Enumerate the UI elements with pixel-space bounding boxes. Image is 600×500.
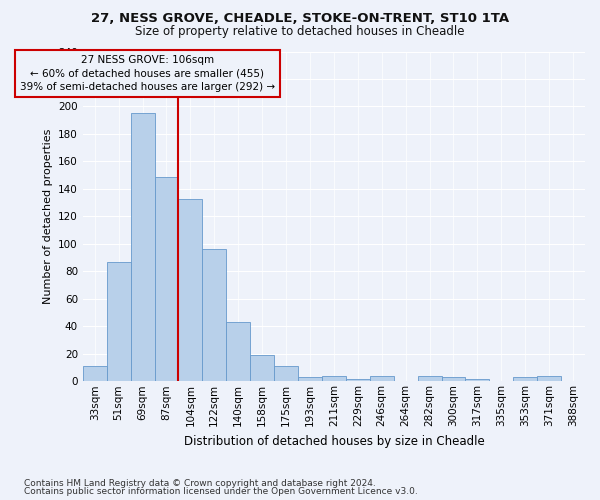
Bar [178, 198, 202, 382]
Text: Size of property relative to detached houses in Cheadle: Size of property relative to detached ho… [135, 25, 465, 38]
Bar [250, 355, 274, 382]
Bar [298, 377, 322, 382]
Bar [466, 378, 490, 382]
Text: Contains HM Land Registry data © Crown copyright and database right 2024.: Contains HM Land Registry data © Crown c… [24, 478, 376, 488]
Bar [513, 377, 537, 382]
Bar [131, 114, 155, 382]
Bar [442, 377, 466, 382]
Text: Contains public sector information licensed under the Open Government Licence v3: Contains public sector information licen… [24, 487, 418, 496]
Bar [107, 262, 131, 382]
Text: 27 NESS GROVE: 106sqm
← 60% of detached houses are smaller (455)
39% of semi-det: 27 NESS GROVE: 106sqm ← 60% of detached … [20, 56, 275, 92]
Bar [322, 376, 346, 382]
Bar [155, 176, 178, 382]
Bar [274, 366, 298, 382]
Bar [418, 376, 442, 382]
Bar [226, 322, 250, 382]
Bar [346, 378, 370, 382]
X-axis label: Distribution of detached houses by size in Cheadle: Distribution of detached houses by size … [184, 434, 484, 448]
Bar [537, 376, 561, 382]
Bar [83, 366, 107, 382]
Y-axis label: Number of detached properties: Number of detached properties [43, 128, 53, 304]
Text: 27, NESS GROVE, CHEADLE, STOKE-ON-TRENT, ST10 1TA: 27, NESS GROVE, CHEADLE, STOKE-ON-TRENT,… [91, 12, 509, 26]
Bar [202, 250, 226, 382]
Bar [370, 376, 394, 382]
